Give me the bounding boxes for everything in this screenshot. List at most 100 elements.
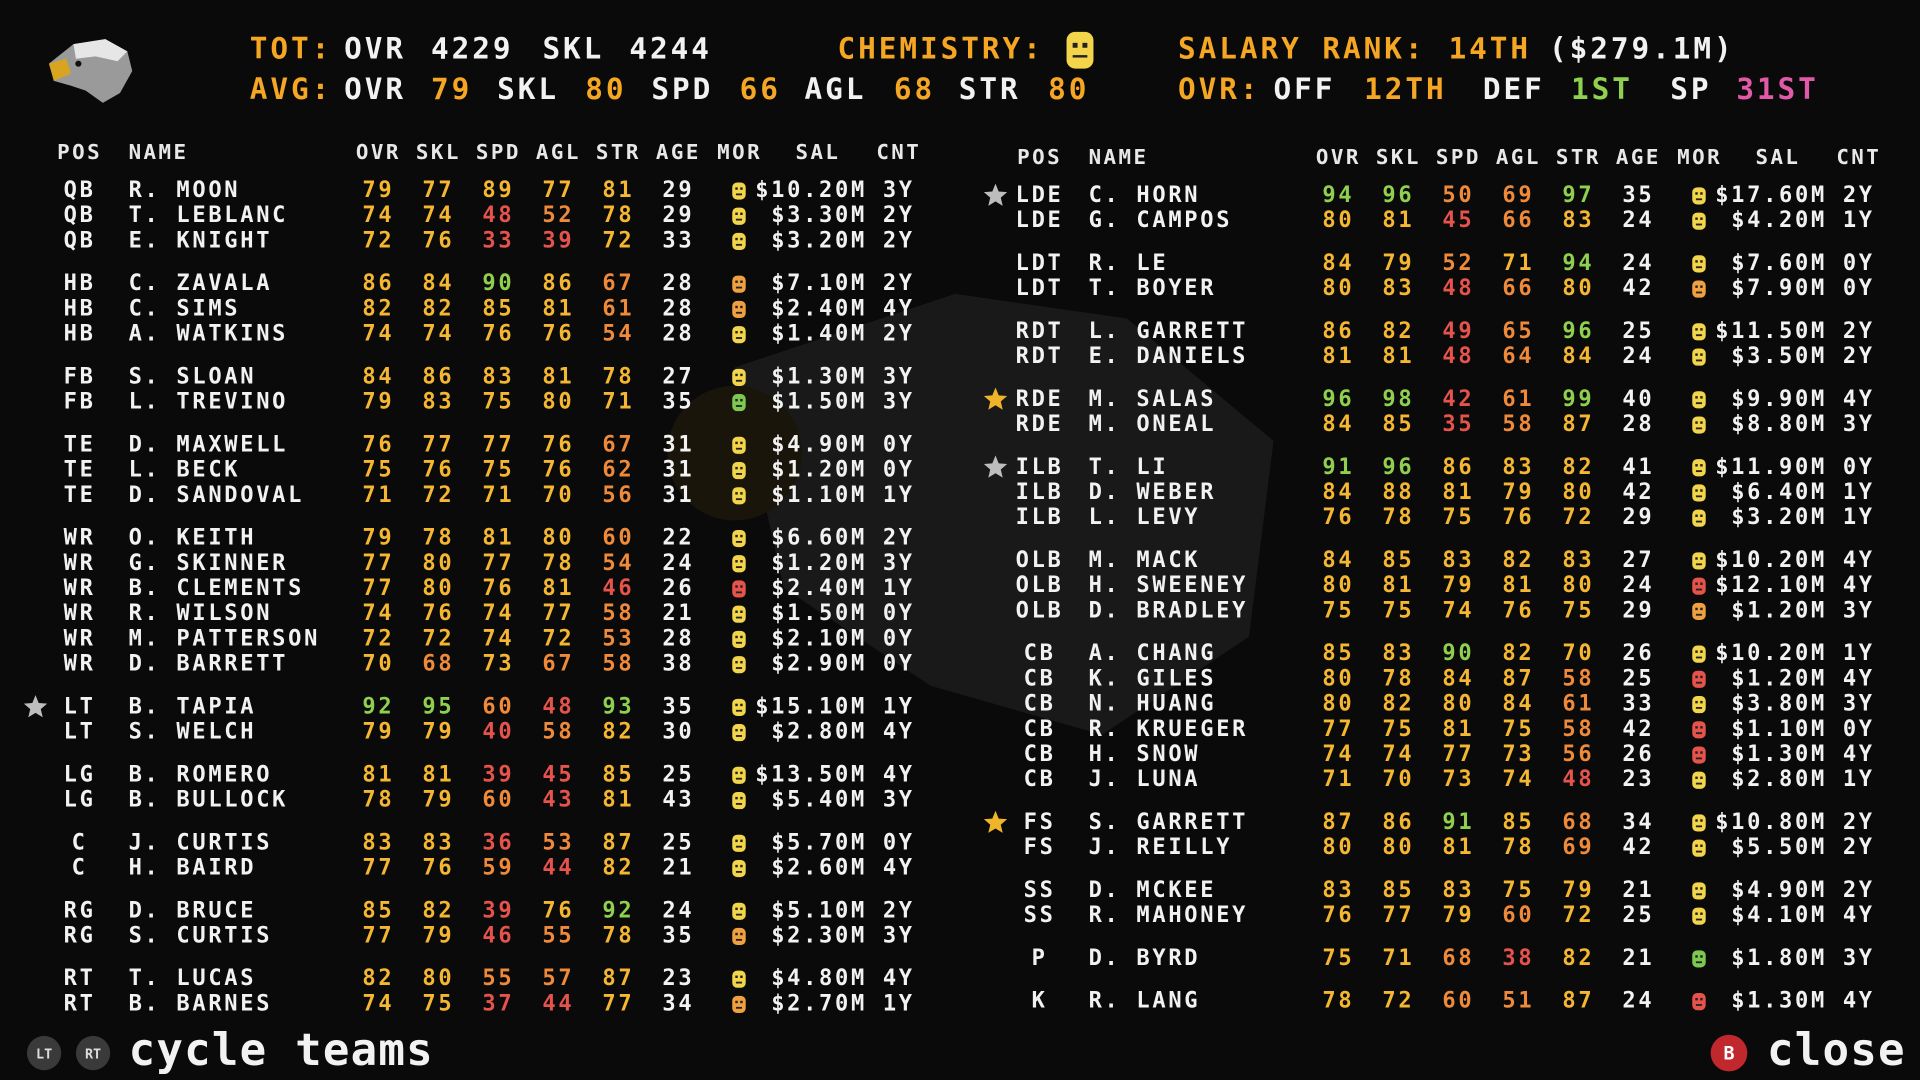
b-button[interactable]: B: [1710, 1034, 1748, 1072]
agl-rating: 77: [542, 178, 574, 203]
player-row[interactable]: QB T. LEBLANC 74 74 48 52 78 29 $3.30M 2Y: [64, 203, 915, 228]
str-rating: 82: [602, 720, 634, 745]
lt-button[interactable]: LT: [26, 1035, 62, 1071]
skl-rating: 81: [1382, 208, 1414, 233]
str-rating: 67: [602, 271, 634, 296]
player-row[interactable]: OLB M. MACK 84 85 83 82 83 27 $10.20M 4Y: [1016, 548, 1875, 573]
player-row[interactable]: CB R. KRUEGER 77 75 81 75 58 42 $1.10M 0Y: [1024, 717, 1875, 742]
str-rating: 87: [602, 830, 634, 855]
player-row[interactable]: LDE G. CAMPOS 80 81 45 66 83 24 $4.20M 1Y: [1016, 208, 1875, 233]
player-row[interactable]: SS R. MAHONEY 76 77 79 60 72 25 $4.10M 4Y: [1024, 903, 1875, 928]
contract: 0Y: [883, 432, 915, 457]
agl-rating: 78: [1502, 835, 1534, 860]
salary: $4.90M: [1731, 878, 1827, 903]
player-row[interactable]: FB L. TREVINO 79 83 75 80 71 35 $1.50M 3Y: [64, 390, 915, 415]
salary: $2.80M: [771, 720, 867, 745]
column-header: AGL: [536, 140, 581, 164]
morale-mouth: [1695, 782, 1703, 785]
skl-rating: 76: [422, 458, 454, 483]
player-row[interactable]: HB C. ZAVALA 86 84 90 86 67 28 $7.10M 2Y: [64, 271, 915, 296]
morale-eye: [1700, 650, 1703, 653]
player-row[interactable]: LG B. BULLOCK 78 79 60 43 81 43 $5.40M 3Y: [64, 788, 915, 813]
morale-icon: [732, 436, 746, 454]
player-row[interactable]: LDE C. HORN 94 96 50 69 97 35 $17.60M 2Y: [983, 183, 1875, 208]
player-row[interactable]: FS S. GARRETT 87 86 91 85 68 34 $10.80M 2Y: [983, 810, 1875, 835]
player-row[interactable]: CB H. SNOW 74 74 77 73 56 26 $1.30M 4Y: [1024, 742, 1875, 767]
player-row[interactable]: HB C. SIMS 82 82 85 81 61 28 $2.40M 4Y: [64, 296, 915, 321]
player-row[interactable]: K R. LANG 78 72 60 51 87 24 $1.30M 4Y: [1032, 989, 1875, 1014]
player-row[interactable]: WR G. SKINNER 77 80 77 78 54 24 $1.20M 3Y: [64, 551, 915, 576]
spd-rating: 80: [1442, 692, 1474, 717]
morale-face: [1692, 323, 1706, 341]
morale-mouth: [1695, 563, 1703, 566]
player-row[interactable]: RT T. LUCAS 82 80 55 57 87 23 $4.80M 4Y: [64, 966, 915, 991]
player-row[interactable]: RDE M. ONEAL 84 85 35 58 87 28 $8.80M 3Y: [1016, 412, 1875, 437]
player-row[interactable]: LT B. TAPIA 92 95 60 48 93 35 $15.10M 1Y: [23, 694, 915, 719]
player-row[interactable]: LDT R. LE 84 79 52 71 94 24 $7.60M 0Y: [1016, 251, 1875, 276]
player-row[interactable]: TE D. MAXWELL 76 77 77 76 67 31 $4.90M 0Y: [64, 432, 915, 457]
morale-eye: [740, 280, 743, 283]
player-row[interactable]: RG S. CURTIS 77 79 46 55 78 35 $2.30M 3Y: [64, 923, 915, 948]
contract: 0Y: [1843, 717, 1875, 742]
player-row[interactable]: OLB D. BRADLEY 75 75 74 76 75 29 $1.20M 3Y: [1016, 598, 1875, 623]
player-row[interactable]: CB J. LUNA 71 70 73 74 48 23 $2.80M 1Y: [1024, 767, 1875, 792]
agl-rating: 86: [542, 271, 574, 296]
rt-button[interactable]: RT: [75, 1035, 111, 1071]
player-row[interactable]: C J. CURTIS 83 83 36 53 87 25 $5.70M 0Y: [72, 830, 915, 855]
player-row[interactable]: TE L. BECK 75 76 75 76 62 31 $1.20M 0Y: [64, 458, 915, 483]
player-row[interactable]: QB R. MOON 79 77 89 77 81 29 $10.20M 3Y: [64, 178, 915, 203]
player-row[interactable]: ILB T. LI 91 96 86 83 82 41 $11.90M 0Y: [983, 455, 1875, 480]
position: CB: [1024, 692, 1056, 717]
player-row[interactable]: FS J. REILLY 80 80 81 78 69 42 $5.50M 2Y: [1024, 835, 1875, 860]
player-row[interactable]: ILB L. LEVY 76 78 75 76 72 29 $3.20M 1Y: [1016, 505, 1875, 530]
player-row[interactable]: CB A. CHANG 85 83 90 82 70 26 $10.20M 1Y: [1024, 641, 1875, 666]
salary: $1.50M: [771, 390, 867, 415]
player-row[interactable]: OLB H. SWEENEY 80 81 79 81 80 24 $12.10M 4Y: [1016, 573, 1875, 598]
player-row[interactable]: LG B. ROMERO 81 81 39 45 85 25 $13.50M 4Y: [64, 762, 915, 787]
player-name: E. KNIGHT: [129, 228, 273, 253]
agl-rating: 75: [1502, 717, 1534, 742]
player-row[interactable]: LT S. WELCH 79 79 40 58 82 30 $2.80M 4Y: [64, 720, 915, 745]
player-row[interactable]: P D. BYRD 75 71 68 38 82 21 $1.80M 3Y: [1032, 946, 1875, 971]
morale-face: [732, 630, 746, 648]
player-row[interactable]: CB K. GILES 80 78 84 87 58 25 $1.20M 4Y: [1024, 666, 1875, 691]
morale-icon: [1692, 459, 1706, 477]
player-row[interactable]: ILB D. WEBER 84 88 81 79 80 42 $6.40M 1Y: [1016, 480, 1875, 505]
close[interactable]: close: [1767, 1025, 1906, 1076]
player-row[interactable]: C H. BAIRD 77 76 59 44 82 21 $2.60M 4Y: [72, 856, 915, 881]
player-row[interactable]: TE D. SANDOVAL 71 72 71 70 56 31 $1.10M 1Y: [64, 483, 915, 508]
morale-face: [1692, 814, 1706, 832]
position: ILB: [1016, 505, 1064, 530]
player-row[interactable]: RDT E. DANIELS 81 81 48 64 84 24 $3.50M 2Y: [1016, 344, 1875, 369]
player-row[interactable]: WR D. BARRETT 70 68 73 67 58 38 $2.90M 0Y: [64, 652, 915, 677]
player-row[interactable]: RG D. BRUCE 85 82 39 76 92 24 $5.10M 2Y: [64, 898, 915, 923]
player-row[interactable]: CB N. HUANG 80 82 80 84 61 33 $3.80M 3Y: [1024, 692, 1875, 717]
player-row[interactable]: RDT L. GARRETT 86 82 49 65 96 25 $11.50M 2Y: [1016, 319, 1875, 344]
player-row[interactable]: QB E. KNIGHT 72 76 33 39 72 33 $3.20M 2Y: [64, 228, 915, 253]
morale-eye: [1695, 489, 1698, 492]
cycle-teams[interactable]: cycle teams: [129, 1025, 434, 1076]
str-rating: 97: [1562, 183, 1594, 208]
position: CB: [1024, 767, 1056, 792]
str-rating: 56: [602, 483, 634, 508]
morale-eye: [1700, 997, 1703, 1001]
str-rating: 58: [602, 652, 634, 677]
player-row[interactable]: RDE M. SALAS 96 98 42 61 99 40 $9.90M 4Y: [983, 387, 1875, 412]
player-row[interactable]: RT B. BARNES 74 75 37 44 77 34 $2.70M 1Y: [64, 991, 915, 1016]
player-row[interactable]: LDT T. BOYER 80 83 48 66 80 42 $7.90M 0Y: [1016, 276, 1875, 301]
player-name: G. CAMPOS: [1089, 208, 1233, 233]
skl-rating: 96: [1382, 183, 1414, 208]
player-row[interactable]: WR M. PATTERSON 72 72 74 72 53 28 $2.10M 0Y: [64, 626, 915, 651]
player-row[interactable]: WR O. KEITH 79 78 81 80 60 22 $6.60M 2Y: [64, 526, 915, 551]
morale-icon: [732, 275, 746, 293]
player-row[interactable]: SS D. MCKEE 83 85 83 75 79 21 $4.90M 2Y: [1024, 878, 1875, 903]
player-row[interactable]: FB S. SLOAN 84 86 83 81 78 27 $1.30M 3Y: [64, 364, 915, 389]
skl-rating: 72: [422, 483, 454, 508]
player-row[interactable]: WR R. WILSON 74 76 74 77 58 21 $1.50M 0Y: [64, 601, 915, 626]
morale-eye: [735, 330, 738, 334]
player-row[interactable]: WR B. CLEMENTS 77 80 76 81 46 26 $2.40M 1Y: [64, 576, 915, 601]
avg-ovr-label: OVR: [344, 72, 406, 106]
ovr-rating: 78: [1322, 989, 1354, 1014]
player-row[interactable]: HB A. WATKINS 74 74 76 76 54 28 $1.40M 2Y: [64, 322, 915, 347]
